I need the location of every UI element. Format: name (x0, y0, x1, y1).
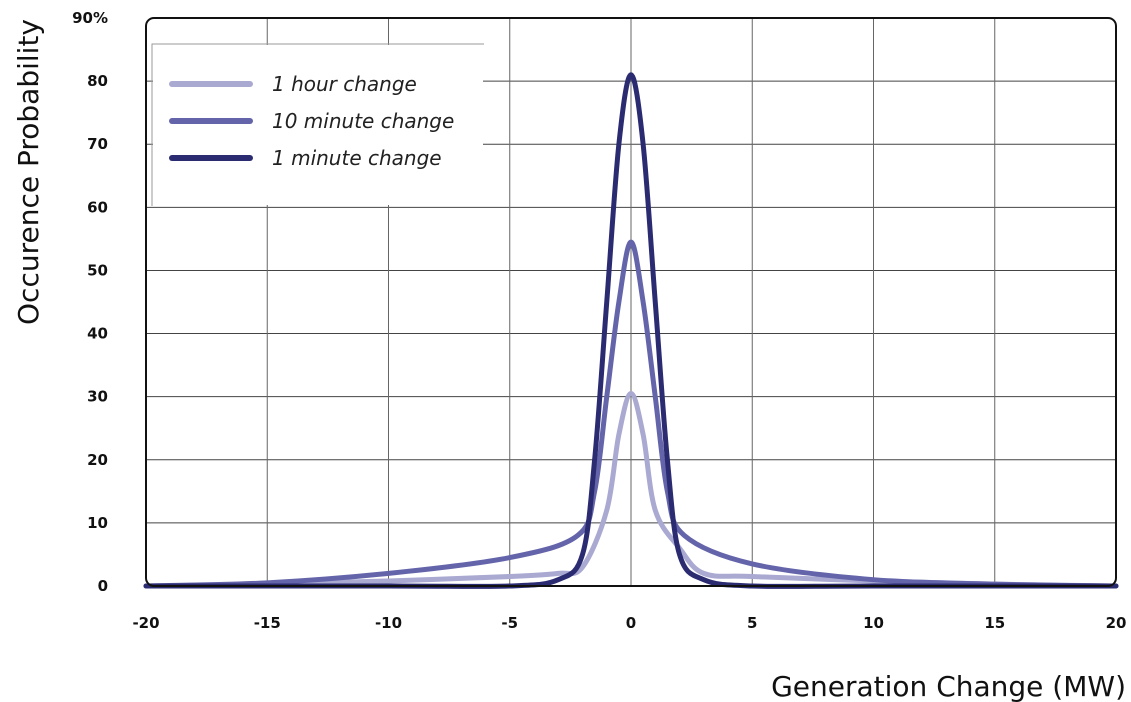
legend-label: 1 minute change (272, 146, 442, 170)
legend-label: 10 minute change (272, 109, 454, 133)
x-tick-label: 0 (626, 614, 636, 632)
x-tick-label: -5 (501, 614, 518, 632)
x-tick-label: 15 (984, 614, 1005, 632)
legend: 1 hour change 10 minute change 1 minute ch… (151, 43, 484, 206)
grid (146, 18, 1116, 586)
legend-background (153, 45, 483, 205)
y-tick-label: 70 (87, 135, 108, 153)
x-tick-label: -20 (132, 614, 159, 632)
y-tick-label: 90% (72, 9, 108, 27)
y-tick-label: 50 (87, 261, 108, 279)
y-tick-label: 20 (87, 451, 108, 469)
y-tick-label: 30 (87, 388, 108, 406)
x-tick-labels: -20 -15 -10 -5 0 5 10 15 20 (132, 614, 1126, 632)
y-tick-label: 60 (87, 198, 108, 216)
legend-frame (151, 43, 484, 206)
y-axis-title: Occurence Probability (12, 19, 45, 325)
y-tick-label: 40 (87, 325, 108, 343)
x-tick-label: 20 (1106, 614, 1127, 632)
x-axis-title: Generation Change (MW) (771, 670, 1126, 702)
y-tick-labels: 0 10 20 30 40 50 60 70 80 90% (72, 9, 108, 595)
x-tick-label: 10 (863, 614, 884, 632)
x-tick-label: -10 (375, 614, 402, 632)
y-tick-label: 0 (98, 577, 108, 595)
y-tick-label: 10 (87, 514, 108, 532)
plot-frame (145, 17, 1117, 587)
series-line (143, 239, 1119, 589)
x-tick-label: -15 (254, 614, 281, 632)
y-tick-label: 80 (87, 72, 108, 90)
x-tick-label: 5 (747, 614, 757, 632)
legend-label: 1 hour change (272, 72, 417, 96)
